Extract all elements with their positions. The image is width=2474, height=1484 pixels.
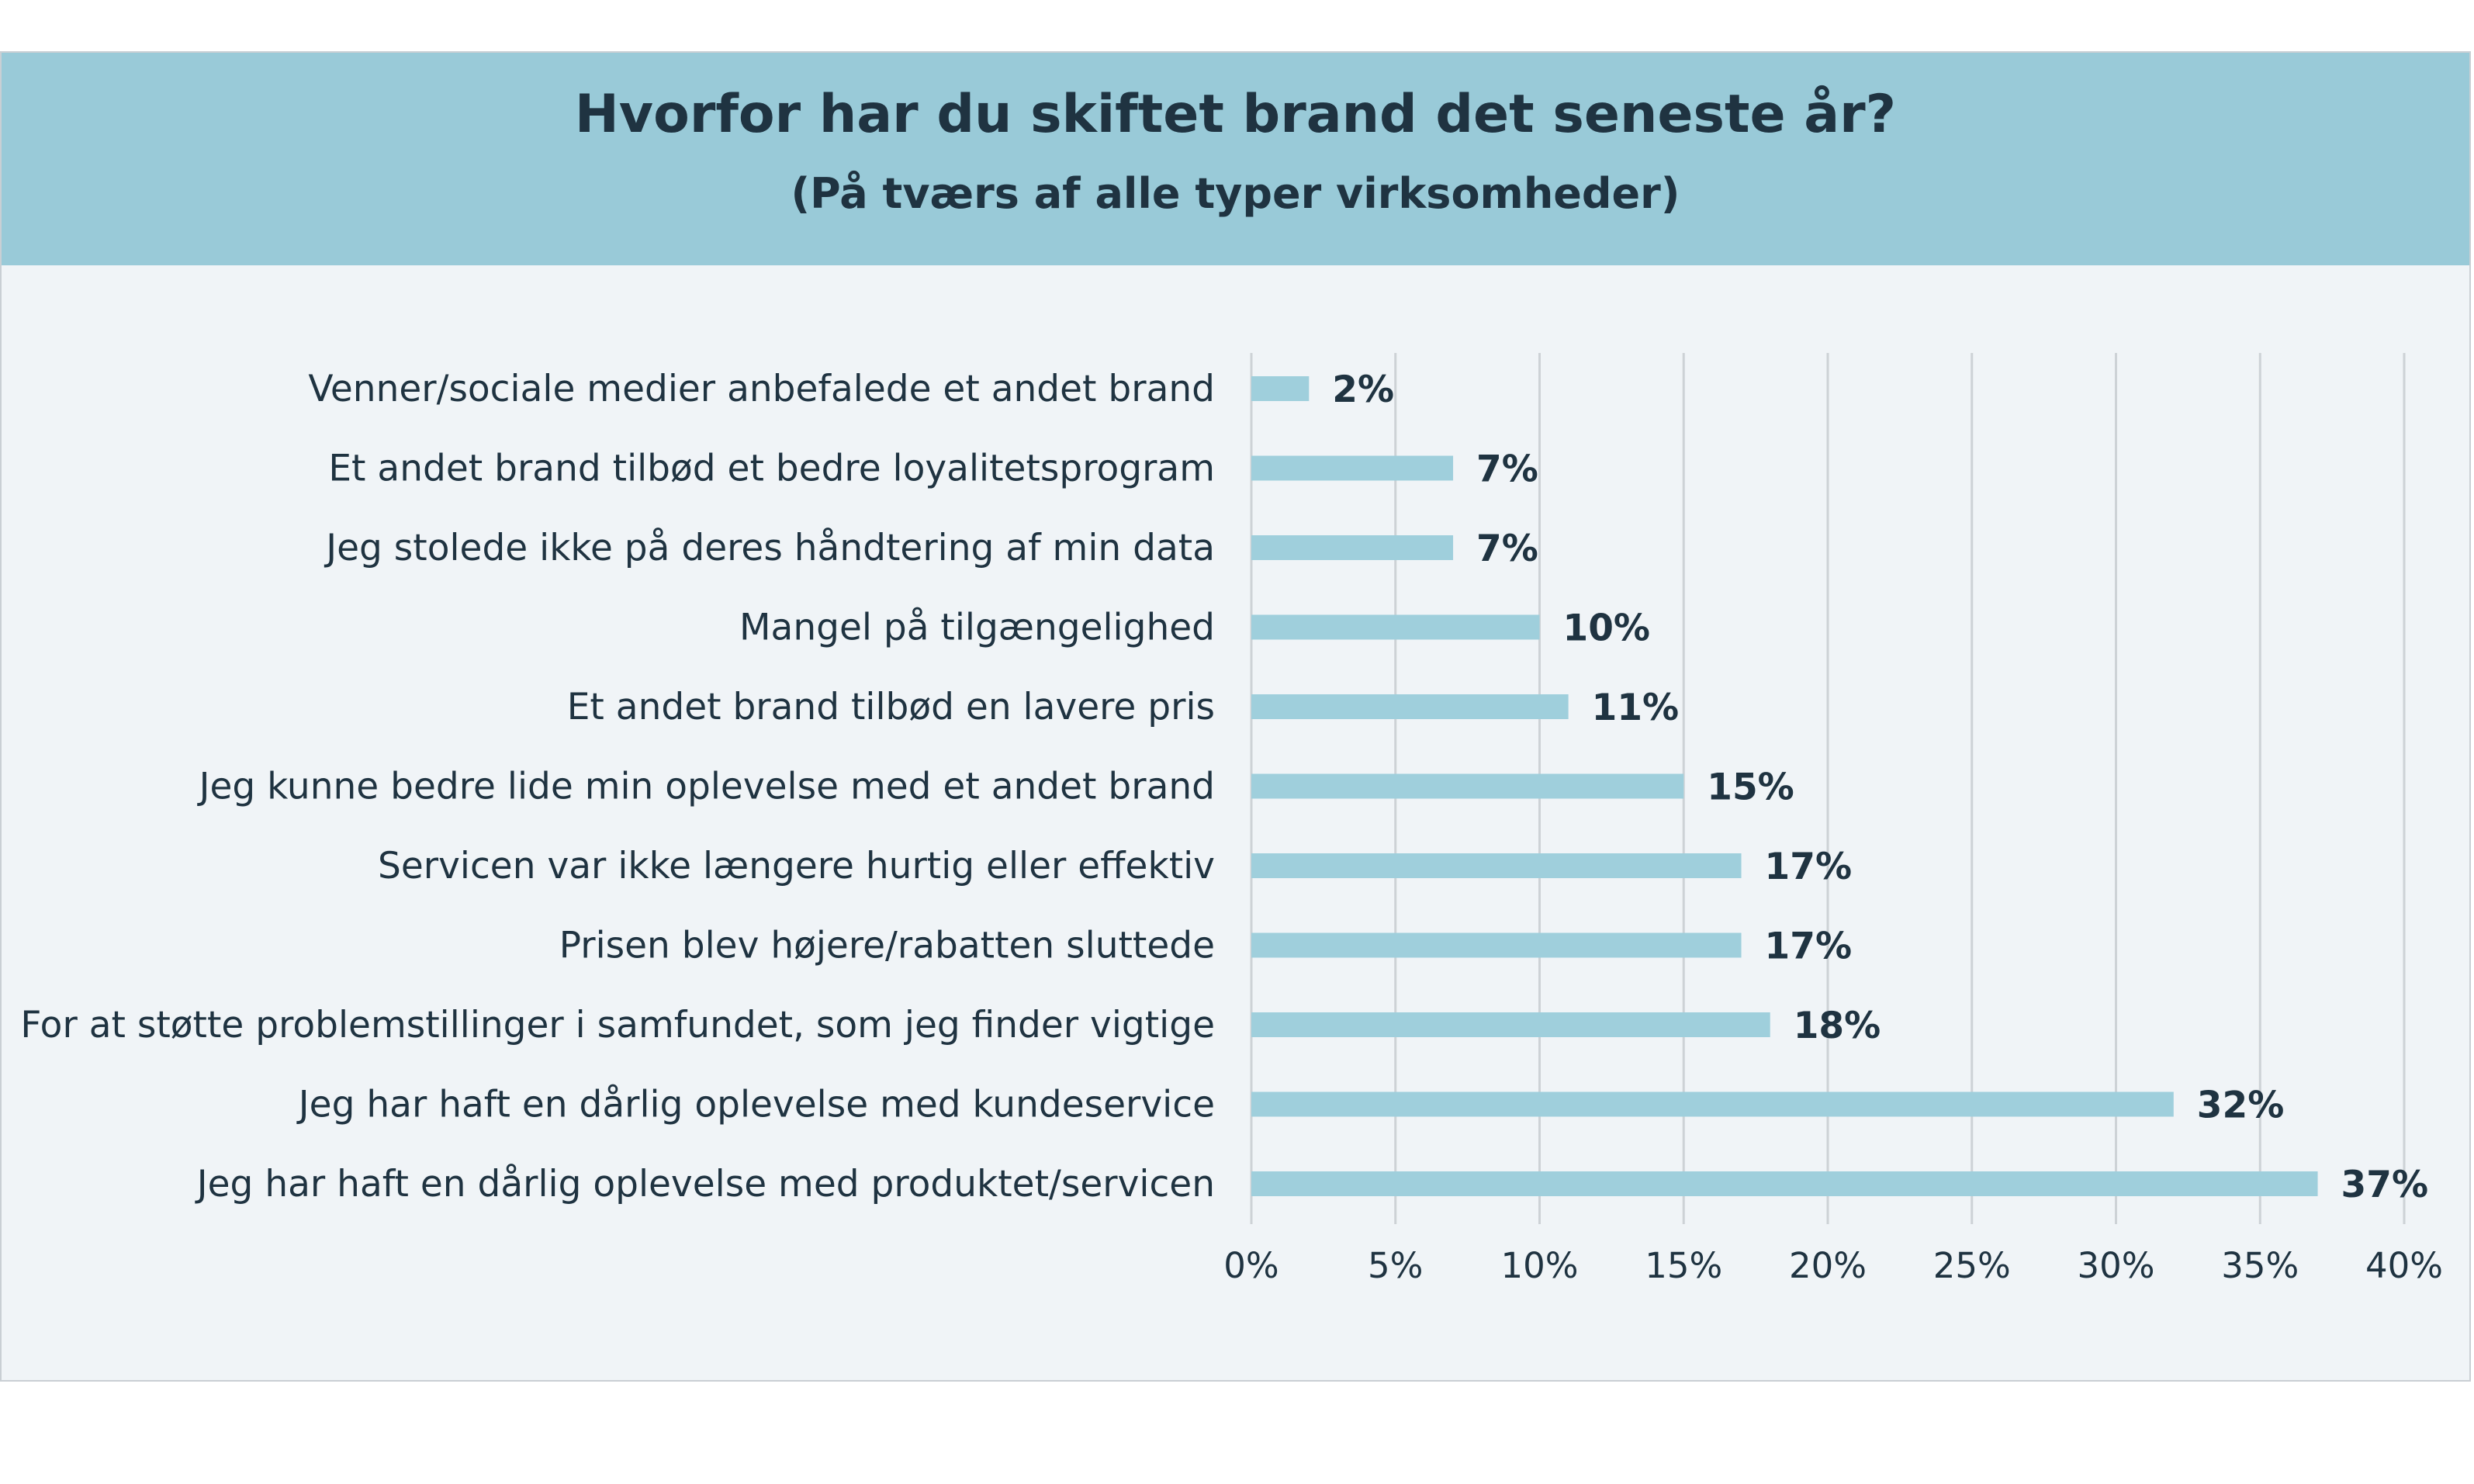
category-labels: Venner/sociale medier anbefalede et ande… [20,368,1215,1206]
bar [1251,694,1569,719]
chart-frame: Hvorfor har du skiftet brand det seneste… [0,51,2471,1382]
bar [1251,1171,2318,1196]
bar [1251,614,1540,640]
value-label: 17% [1765,846,1853,888]
chart-title: Hvorfor har du skiftet brand det seneste… [574,84,1897,145]
category-label: Jeg har haft en dårlig oplevelse med kun… [296,1084,1215,1126]
x-tick-label: 5% [1368,1245,1423,1286]
category-label: For at støtte problemstillinger i samfun… [20,1004,1215,1046]
x-tick-label: 0% [1223,1245,1279,1286]
x-tick-label: 35% [2221,1245,2299,1286]
bar [1251,455,1454,481]
bar [1251,535,1454,560]
chart-subtitle: (På tværs af alle typer virksomheder) [791,169,1680,218]
category-label: Et andet brand tilbød et bedre loyalitet… [328,448,1215,490]
category-label: Et andet brand tilbød en lavere pris [567,686,1215,728]
value-label: 2% [1332,368,1394,411]
value-label: 11% [1592,687,1680,729]
value-labels: 2% 7% 7% 10% 11% 15% 17% 17% 18% 32% 37% [1332,368,2428,1206]
bar [1251,773,1684,799]
bar [1251,932,1742,958]
value-label: 18% [1794,1005,1881,1047]
value-label: 17% [1765,925,1853,968]
x-tick-label: 20% [1789,1245,1867,1286]
bar [1251,1091,2174,1117]
bar [1251,376,1310,401]
bars [1251,376,2318,1196]
bar [1251,853,1742,878]
x-tick-label: 15% [1645,1245,1722,1286]
value-label: 15% [1707,766,1794,809]
value-label: 32% [2197,1084,2285,1127]
category-label: Jeg har haft en dårlig oplevelse med pro… [195,1163,1215,1206]
bar [1251,1012,1770,1037]
value-label: 7% [1476,528,1538,570]
chart-header: Hvorfor har du skiftet brand det seneste… [2,53,2469,265]
category-label: Jeg stolede ikke på deres håndtering af … [324,527,1215,569]
value-label: 10% [1563,607,1651,650]
x-tick-label: 30% [2077,1245,2154,1286]
category-label: Servicen var ikke længere hurtig eller e… [378,845,1215,887]
category-label: Jeg kunne bedre lide min oplevelse med e… [197,766,1215,808]
x-tick-label: 40% [2365,1245,2443,1286]
value-label: 7% [1476,448,1538,491]
value-label: 37% [2341,1164,2429,1206]
category-label: Mangel på tilgængelighed [739,607,1215,649]
category-label: Prisen blev højere/rabatten sluttede [559,925,1215,967]
x-axis-tick-labels: 0% 5% 10% 15% 20% 25% 30% 35% 40% [1223,1245,2443,1286]
category-label: Venner/sociale medier anbefalede et ande… [308,368,1215,410]
x-tick-label: 10% [1500,1245,1578,1286]
x-tick-label: 25% [1933,1245,2011,1286]
